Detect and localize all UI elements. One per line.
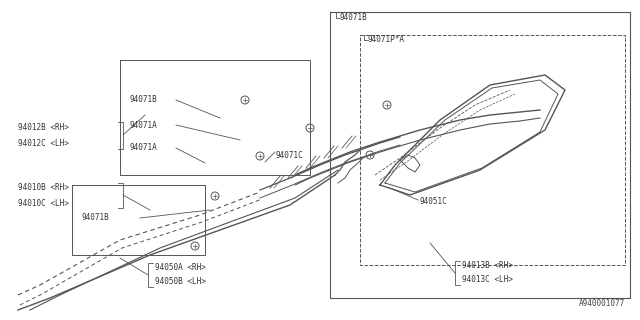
Text: 94071A: 94071A xyxy=(130,121,157,130)
Text: 94071P*A: 94071P*A xyxy=(368,36,405,44)
Text: 94051C: 94051C xyxy=(420,197,448,206)
Text: 94071B: 94071B xyxy=(82,213,109,222)
Text: 94010C <LH>: 94010C <LH> xyxy=(18,198,69,207)
Text: 94071B: 94071B xyxy=(340,13,368,22)
Text: 94013B <RH>: 94013B <RH> xyxy=(462,261,513,270)
Text: 94010B <RH>: 94010B <RH> xyxy=(18,183,69,193)
Text: 94071C: 94071C xyxy=(275,150,303,159)
Text: 94012C <LH>: 94012C <LH> xyxy=(18,139,69,148)
Text: 94050B <LH>: 94050B <LH> xyxy=(155,277,206,286)
Text: 94071B: 94071B xyxy=(130,95,157,105)
Text: 94071A: 94071A xyxy=(130,143,157,153)
Text: 94013C <LH>: 94013C <LH> xyxy=(462,276,513,284)
Text: A940001077: A940001077 xyxy=(579,299,625,308)
Text: 94012B <RH>: 94012B <RH> xyxy=(18,124,69,132)
Text: 94050A <RH>: 94050A <RH> xyxy=(155,263,206,273)
